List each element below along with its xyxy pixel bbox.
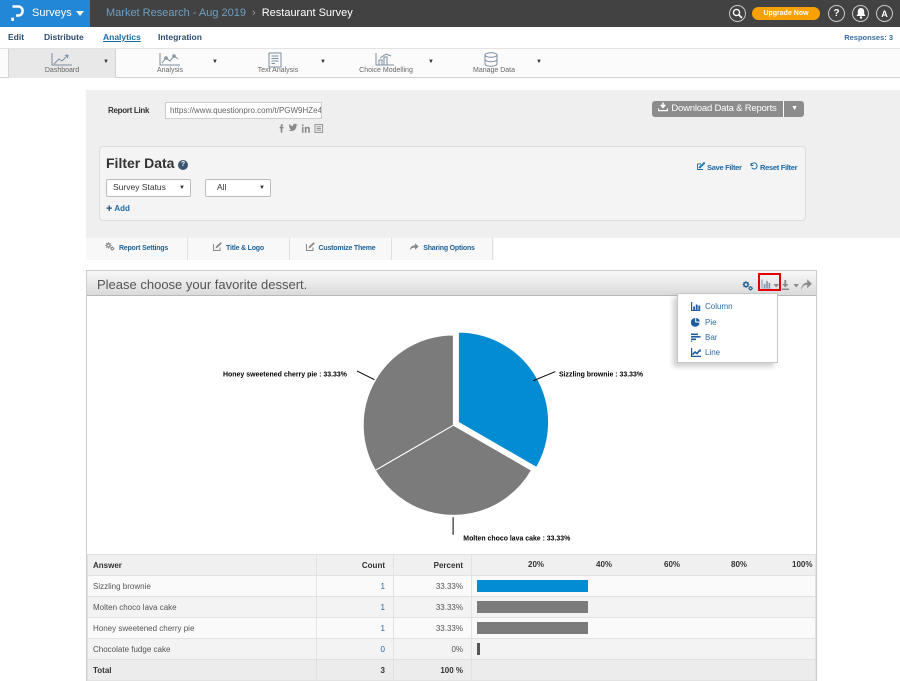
- svg-text:Molten choco lava cake : 33.33: Molten choco lava cake : 33.33%: [463, 534, 570, 543]
- svg-text:Sizzling brownie : 33.33%: Sizzling brownie : 33.33%: [559, 370, 643, 379]
- svg-text:Honey sweetened cherry pie : 3: Honey sweetened cherry pie : 33.33%: [223, 370, 347, 379]
